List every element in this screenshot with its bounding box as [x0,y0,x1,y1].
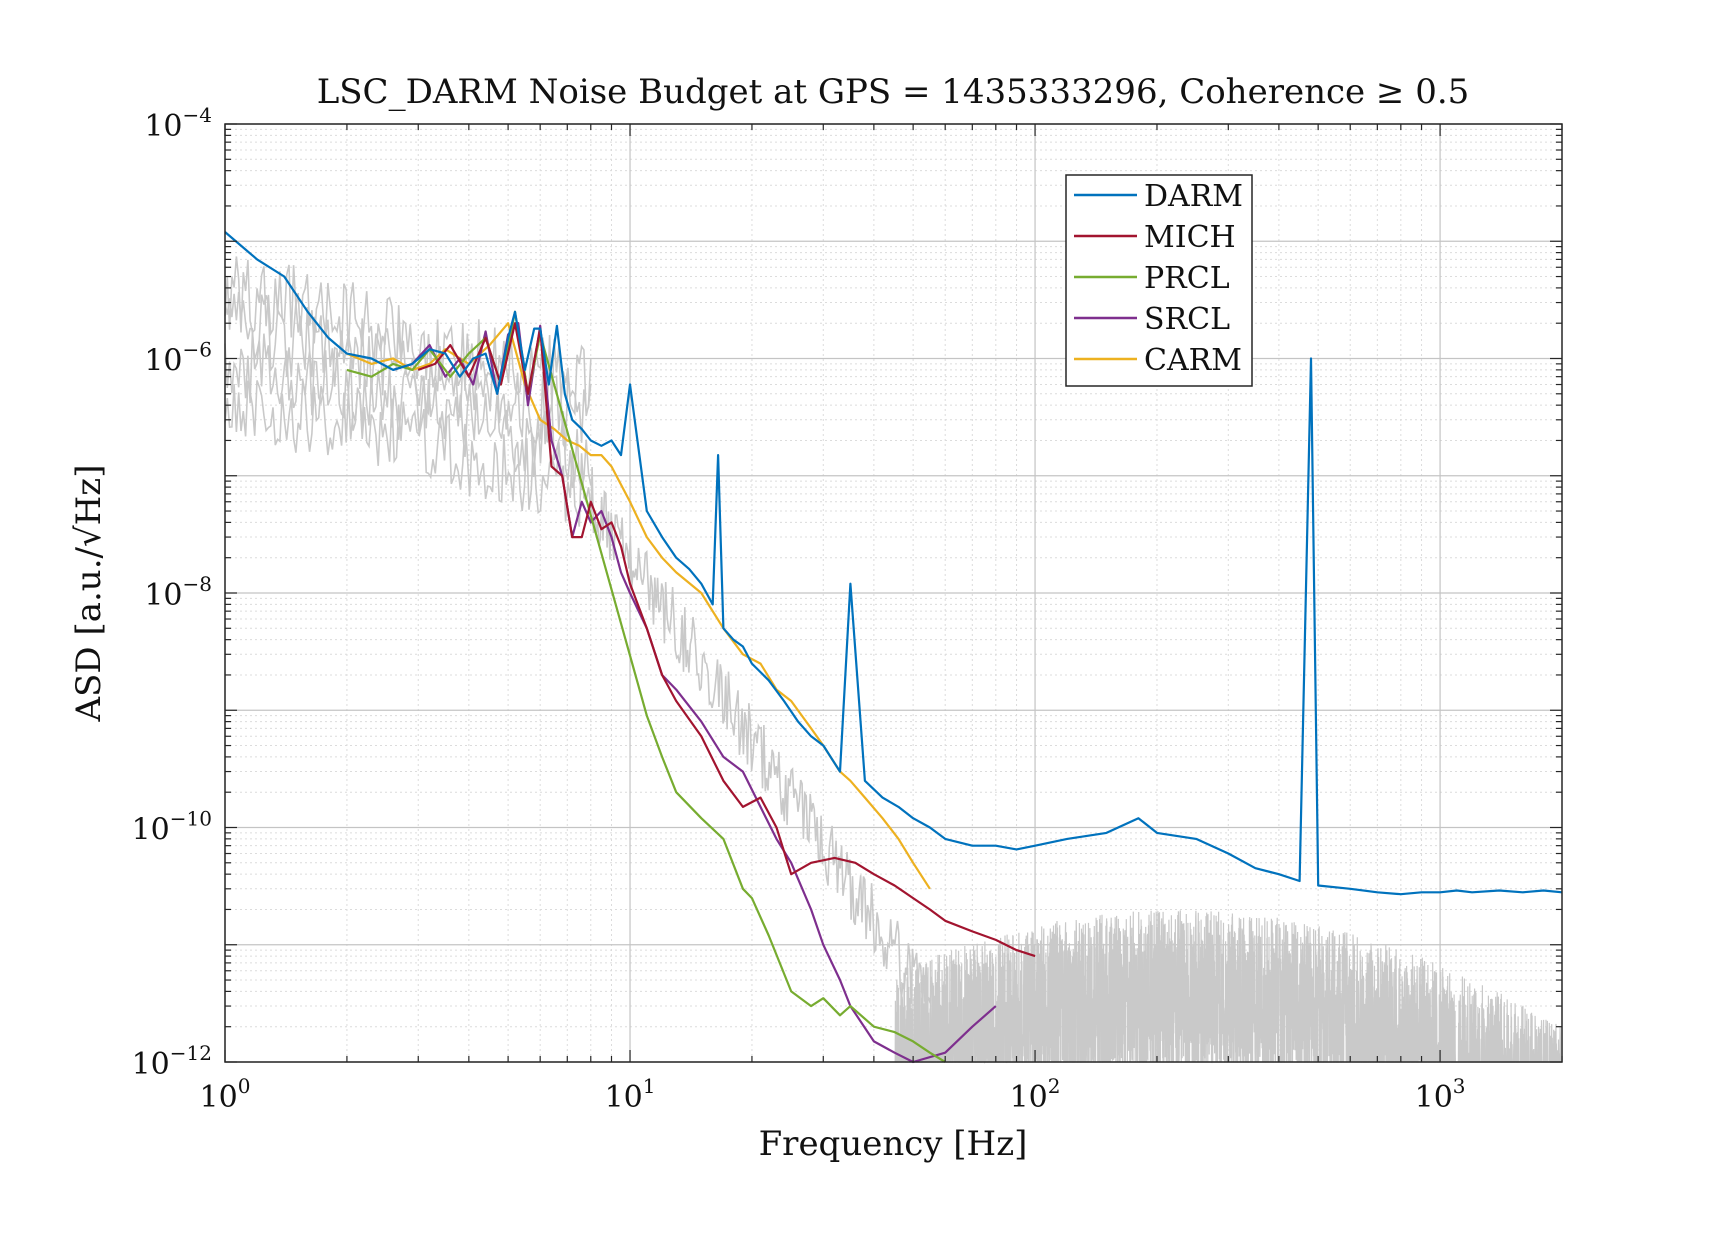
legend-box [1065,174,1253,387]
legend-label-srcl: SRCL [1144,302,1230,337]
y-tick-label: 10−6 [144,338,212,379]
uncorrelated-trace [224,256,592,417]
uncorrelated-traces [224,256,1562,1064]
series-line-prcl [346,310,946,1063]
legend-label-darm: DARM [1144,179,1243,214]
y-tick-label: 10−8 [144,572,212,613]
legend: DARM MICH PRCL SRCL CARM [1065,174,1253,387]
legend-label-mich: MICH [1144,220,1236,255]
series-line-carm [346,322,931,890]
legend-label-carm: CARM [1144,343,1242,378]
uncorrelated-trace [590,466,946,1051]
series-line-srcl [392,322,997,1064]
y-tick-label: 10−10 [132,807,212,848]
uncorrelated-trace [224,332,592,491]
x-tick-label: 103 [1415,1074,1466,1115]
y-axis-label: ASD [a.u./√Hz] [69,465,109,723]
x-tick-label: 101 [605,1074,656,1115]
y-tick-label: 10−12 [132,1041,212,1082]
axis-ticks [224,123,1563,1063]
legend-entries: DARM MICH PRCL SRCL CARM [1074,179,1243,378]
y-tick-label: 10−4 [144,103,212,144]
series-lines [224,231,1563,1064]
x-axis-label: Frequency [Hz] [759,1124,1028,1164]
series-line-darm [224,231,1563,896]
x-tick-labels: 100 101 102 103 [200,1074,1466,1115]
x-tick-label: 102 [1010,1074,1061,1115]
y-tick-labels: 10−4 10−6 10−8 10−10 10−12 [132,103,212,1082]
uncorrelated-trace [224,380,592,527]
chart-title: LSC_DARM Noise Budget at GPS = 143533329… [317,72,1470,112]
series-line-mich [417,322,1036,958]
legend-label-prcl: PRCL [1144,261,1230,296]
x-tick-label: 100 [200,1074,251,1115]
